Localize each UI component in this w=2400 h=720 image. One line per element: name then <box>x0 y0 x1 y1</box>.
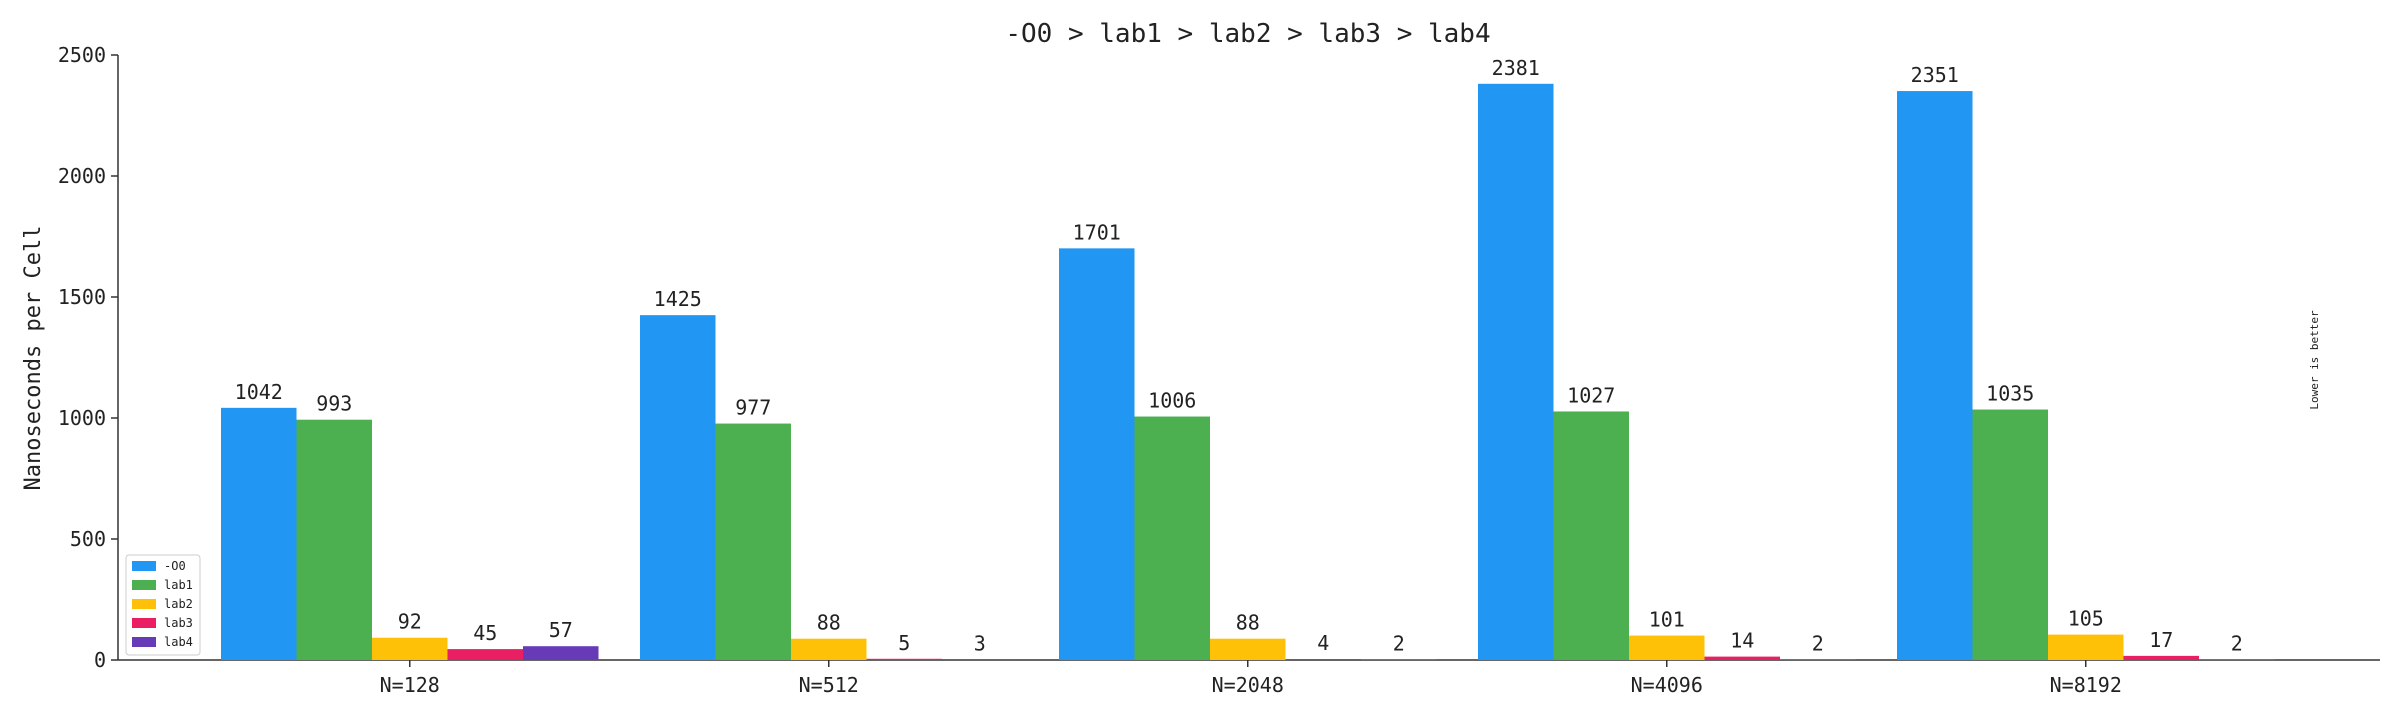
y-tick-label: 2500 <box>58 43 106 67</box>
bar-value-label: 105 <box>2068 607 2104 631</box>
bar-value-label: 1701 <box>1073 220 1121 244</box>
bar <box>1629 635 1705 660</box>
bar <box>715 423 791 660</box>
bar-value-label: 88 <box>817 611 841 635</box>
bar <box>1553 411 1629 660</box>
bar <box>2123 655 2199 660</box>
bar-value-label: 4 <box>1317 631 1329 655</box>
legend-label: lab2 <box>164 597 193 611</box>
bar <box>1285 659 1361 660</box>
bar <box>523 646 599 660</box>
legend-label: lab4 <box>164 635 193 649</box>
x-tick-label: N=4096 <box>1631 673 1703 697</box>
bar-value-label: 2 <box>2231 632 2243 656</box>
bar-value-label: 2 <box>1393 632 1405 656</box>
bar <box>221 407 297 660</box>
bar-value-label: 92 <box>398 610 422 634</box>
bar <box>1704 656 1780 660</box>
bar <box>2048 634 2124 660</box>
legend-label: -O0 <box>164 559 186 573</box>
lower-is-better-note: Lower is better <box>2308 310 2321 410</box>
bar <box>1134 416 1210 660</box>
legend-swatch <box>132 561 156 571</box>
bar <box>1897 91 1973 661</box>
legend-swatch <box>132 618 156 628</box>
y-tick-label: 1000 <box>58 406 106 430</box>
bar-value-label: 1425 <box>654 287 702 311</box>
bar <box>1210 638 1286 660</box>
legend-label: lab1 <box>164 578 193 592</box>
legend-swatch <box>132 580 156 590</box>
bar-value-label: 57 <box>549 618 573 642</box>
bar <box>1478 83 1554 661</box>
x-tick-label: N=512 <box>799 673 859 697</box>
bar-value-label: 17 <box>2149 628 2173 652</box>
x-tick-label: N=8192 <box>2050 673 2122 697</box>
bar <box>791 638 867 660</box>
bar-value-label: 45 <box>473 621 497 645</box>
bar <box>640 315 716 660</box>
bar-value-label: 101 <box>1649 608 1685 632</box>
bar-value-label: 1006 <box>1148 389 1196 413</box>
bar <box>1059 248 1135 660</box>
bar <box>372 637 448 660</box>
x-tick-label: N=2048 <box>1212 673 1284 697</box>
y-axis-label: Nanoseconds per Cell <box>21 226 46 491</box>
legend-swatch <box>132 637 156 647</box>
bar-value-label: 993 <box>316 392 352 416</box>
x-tick-label: N=128 <box>380 673 440 697</box>
bar <box>296 419 372 660</box>
bar-value-label: 977 <box>735 396 771 420</box>
legend-swatch <box>132 599 156 609</box>
chart-title: -O0 > lab1 > lab2 > lab3 > lab4 <box>1005 19 1490 49</box>
bar-value-label: 1027 <box>1567 383 1615 407</box>
bar-value-label: 5 <box>898 631 910 655</box>
bar-value-label: 2351 <box>1911 63 1959 87</box>
bar-value-label: 3 <box>974 631 986 655</box>
bar <box>1972 409 2048 660</box>
legend-label: lab3 <box>164 616 193 630</box>
bar-value-label: 2381 <box>1492 56 1540 80</box>
bar-value-label: 14 <box>1730 629 1754 653</box>
legend: -O0 lab1 lab2 lab3 lab4 <box>125 554 201 656</box>
y-tick-label: 0 <box>94 648 106 672</box>
bar <box>942 659 1018 660</box>
bar-value-label: 2 <box>1812 632 1824 656</box>
y-tick-label: 500 <box>70 527 106 551</box>
y-tick-label: 1500 <box>58 285 106 309</box>
bar <box>447 649 523 660</box>
bar-value-label: 88 <box>1236 611 1260 635</box>
bar <box>866 658 942 660</box>
bar-value-label: 1035 <box>1986 382 2034 406</box>
bar-value-label: 1042 <box>235 380 283 404</box>
y-tick-label: 2000 <box>58 164 106 188</box>
